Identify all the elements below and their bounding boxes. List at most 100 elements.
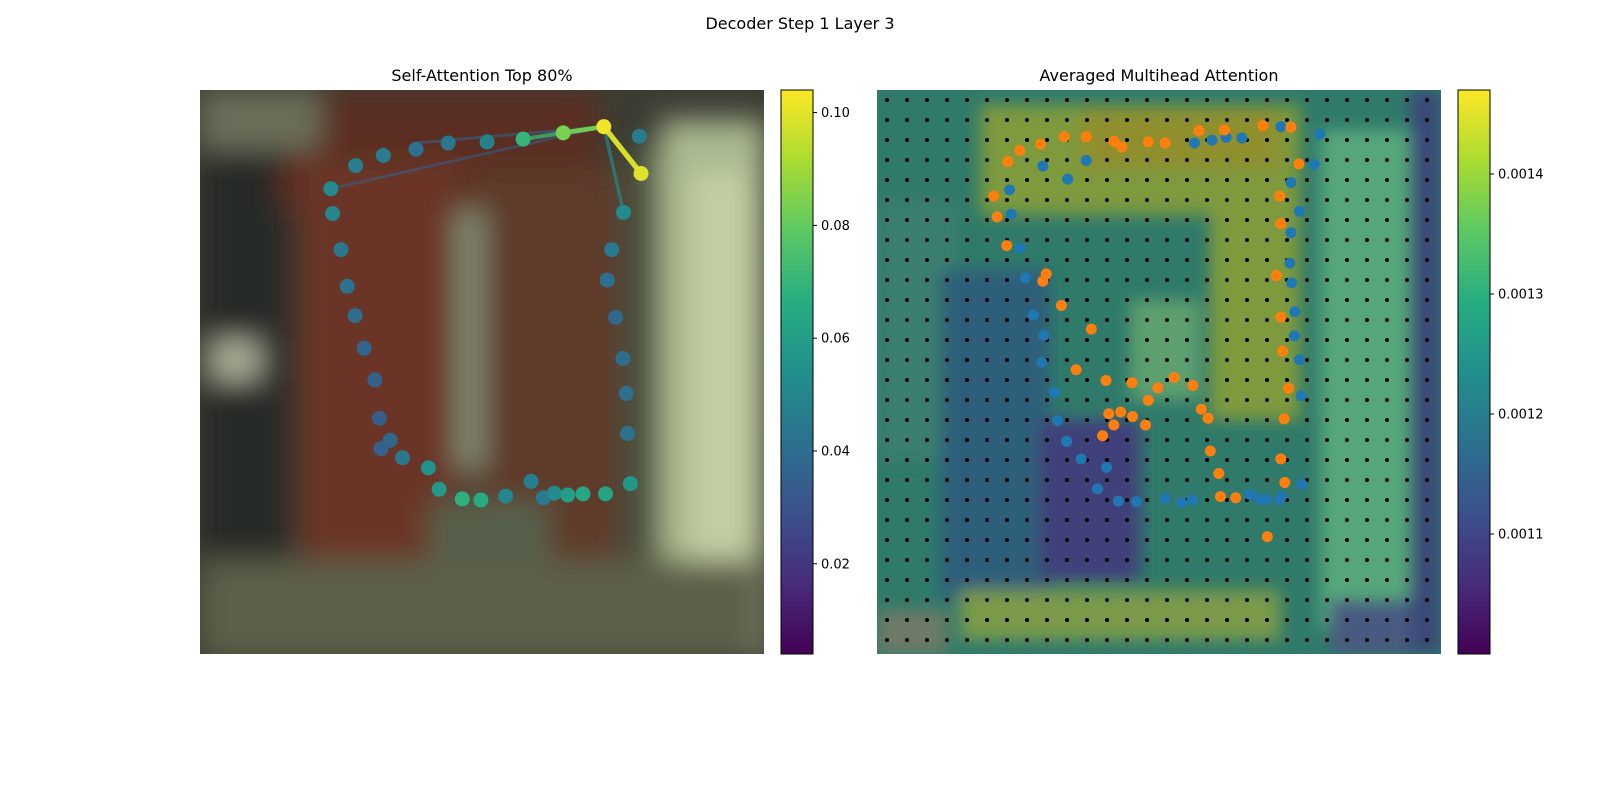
grid-dot: [1225, 598, 1229, 602]
attention-point: [498, 488, 514, 504]
grid-dot: [1005, 358, 1009, 362]
grid-dot: [1325, 498, 1329, 502]
grid-dot: [1025, 578, 1029, 582]
multihead-attention-title: Averaged Multihead Attention: [1040, 66, 1279, 85]
series-point: [1187, 380, 1199, 392]
grid-dot: [1065, 258, 1069, 262]
grid-dot: [1365, 398, 1369, 402]
grid-dot: [905, 578, 909, 582]
grid-dot: [1325, 278, 1329, 282]
grid-dot: [1405, 238, 1409, 242]
grid-dot: [1225, 158, 1229, 162]
grid-dot: [1165, 178, 1169, 182]
attention-point: [454, 491, 470, 507]
grid-dot: [1165, 198, 1169, 202]
series-point: [1085, 323, 1097, 335]
grid-dot: [1365, 198, 1369, 202]
grid-dot: [945, 618, 949, 622]
grid-dot: [1325, 558, 1329, 562]
attention-point: [598, 486, 614, 502]
grid-dot: [1365, 178, 1369, 182]
grid-dot: [1345, 498, 1349, 502]
heatmap-background: [877, 90, 1441, 654]
series-point: [991, 211, 1003, 223]
grid-dot: [1125, 438, 1129, 442]
grid-dot: [1025, 438, 1029, 442]
grid-dot: [1005, 198, 1009, 202]
grid-dot: [885, 638, 889, 642]
grid-dot: [1265, 138, 1269, 142]
grid-dot: [925, 618, 929, 622]
grid-dot: [1265, 238, 1269, 242]
attention-link: [602, 124, 626, 215]
grid-dot: [1185, 458, 1189, 462]
grid-dot: [1365, 98, 1369, 102]
grid-dot: [1285, 538, 1289, 542]
grid-dot: [1205, 478, 1209, 482]
grid-dot: [885, 458, 889, 462]
grid-dot: [1285, 358, 1289, 362]
grid-dot: [1145, 618, 1149, 622]
grid-dot: [1005, 298, 1009, 302]
grid-dot: [965, 218, 969, 222]
grid-dot: [1085, 218, 1089, 222]
grid-dot: [885, 118, 889, 122]
grid-dot: [1425, 458, 1429, 462]
grid-dot: [1285, 198, 1289, 202]
grid-dot: [1365, 558, 1369, 562]
attention-point: [333, 242, 349, 258]
grid-dot: [1205, 298, 1209, 302]
grid-dot: [1065, 498, 1069, 502]
grid-dot: [1005, 218, 1009, 222]
grid-dot: [1205, 98, 1209, 102]
grid-dot: [1085, 558, 1089, 562]
grid-dot: [1205, 578, 1209, 582]
attention-point: [599, 272, 615, 288]
grid-dot: [1385, 418, 1389, 422]
grid-dot: [1185, 298, 1189, 302]
series-point: [1213, 468, 1225, 480]
grid-dot: [1085, 598, 1089, 602]
grid-dot: [1245, 318, 1249, 322]
grid-dot: [925, 178, 929, 182]
grid-dot: [1365, 298, 1369, 302]
grid-dot: [1265, 398, 1269, 402]
grid-dot: [1165, 218, 1169, 222]
grid-dot: [1085, 538, 1089, 542]
series-point: [1159, 492, 1171, 504]
grid-dot: [1345, 538, 1349, 542]
grid-dot: [1285, 558, 1289, 562]
grid-dot: [1045, 158, 1049, 162]
grid-dot: [1325, 218, 1329, 222]
grid-dot: [1025, 538, 1029, 542]
grid-dot: [945, 338, 949, 342]
series-point: [1103, 408, 1115, 420]
grid-dot: [1265, 218, 1269, 222]
grid-dot: [985, 298, 989, 302]
grid-dot: [1205, 258, 1209, 262]
grid-dot: [1405, 358, 1409, 362]
grid-dot: [965, 338, 969, 342]
grid-dot: [1045, 138, 1049, 142]
grid-dot: [1025, 238, 1029, 242]
grid-dot: [1165, 118, 1169, 122]
grid-dot: [965, 578, 969, 582]
grid-dot: [1305, 378, 1309, 382]
grid-dot: [1025, 638, 1029, 642]
grid-dot: [1005, 278, 1009, 282]
grid-dot: [1105, 258, 1109, 262]
grid-dot: [925, 398, 929, 402]
grid-dot: [1245, 458, 1249, 462]
grid-dot: [1265, 98, 1269, 102]
attention-point: [596, 119, 612, 135]
grid-dot: [1385, 498, 1389, 502]
grid-dot: [1265, 198, 1269, 202]
grid-dot: [885, 518, 889, 522]
self-attention-title: Self-Attention Top 80%: [391, 66, 572, 85]
grid-dot: [1305, 558, 1309, 562]
grid-dot: [1305, 338, 1309, 342]
series-point: [1080, 131, 1092, 143]
attention-point: [394, 450, 410, 466]
grid-dot: [1225, 278, 1229, 282]
grid-dot: [1145, 498, 1149, 502]
